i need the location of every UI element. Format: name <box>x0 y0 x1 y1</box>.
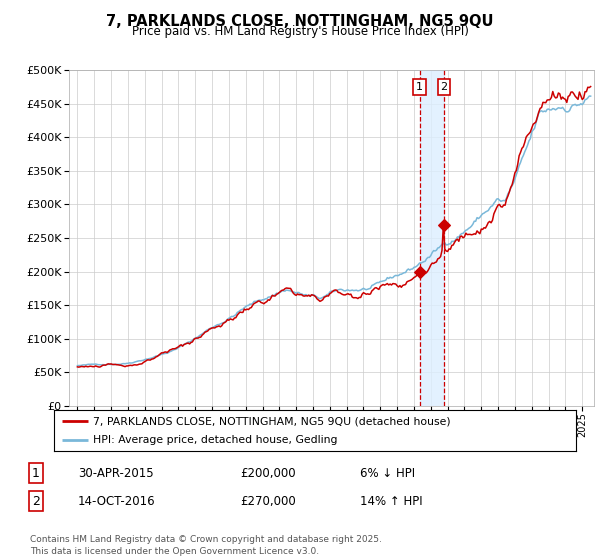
Text: 2: 2 <box>32 494 40 508</box>
Point <box>439 220 449 229</box>
Bar <box>419 70 444 406</box>
Text: 1: 1 <box>416 82 423 92</box>
Text: 7, PARKLANDS CLOSE, NOTTINGHAM, NG5 9QU: 7, PARKLANDS CLOSE, NOTTINGHAM, NG5 9QU <box>106 14 494 29</box>
Text: £270,000: £270,000 <box>240 494 296 508</box>
Text: 14-OCT-2016: 14-OCT-2016 <box>78 494 155 508</box>
Text: Price paid vs. HM Land Registry's House Price Index (HPI): Price paid vs. HM Land Registry's House … <box>131 25 469 38</box>
Text: 30-APR-2015: 30-APR-2015 <box>78 466 154 480</box>
Text: £200,000: £200,000 <box>240 466 296 480</box>
Text: 14% ↑ HPI: 14% ↑ HPI <box>360 494 422 508</box>
Text: 6% ↓ HPI: 6% ↓ HPI <box>360 466 415 480</box>
Text: 7, PARKLANDS CLOSE, NOTTINGHAM, NG5 9QU (detached house): 7, PARKLANDS CLOSE, NOTTINGHAM, NG5 9QU … <box>93 417 451 426</box>
Text: 1: 1 <box>32 466 40 480</box>
Text: 2: 2 <box>440 82 448 92</box>
Text: Contains HM Land Registry data © Crown copyright and database right 2025.
This d: Contains HM Land Registry data © Crown c… <box>30 535 382 556</box>
Text: HPI: Average price, detached house, Gedling: HPI: Average price, detached house, Gedl… <box>93 435 338 445</box>
Point <box>415 267 424 276</box>
